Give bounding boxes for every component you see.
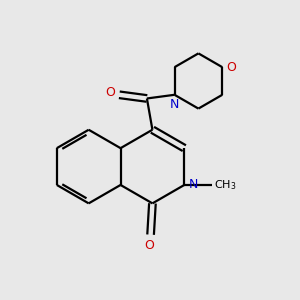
Text: N: N (189, 178, 198, 191)
Text: N: N (170, 98, 179, 112)
Text: O: O (144, 239, 154, 252)
Text: CH$_3$: CH$_3$ (214, 178, 236, 192)
Text: O: O (227, 61, 237, 74)
Text: O: O (105, 86, 115, 100)
